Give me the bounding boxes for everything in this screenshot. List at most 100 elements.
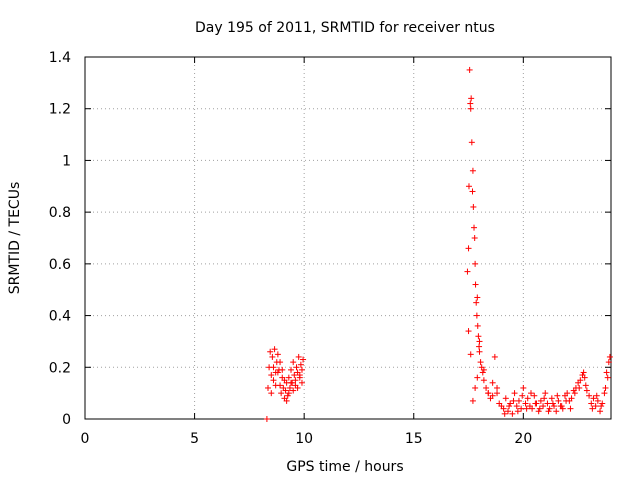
data-point xyxy=(528,390,535,397)
data-point xyxy=(603,369,610,376)
data-point xyxy=(589,405,596,412)
data-point xyxy=(502,395,509,402)
data-point xyxy=(300,356,307,363)
data-point xyxy=(476,343,483,350)
data-point xyxy=(594,397,601,404)
x-tick-label: 5 xyxy=(190,431,199,447)
data-point xyxy=(491,353,498,360)
data-point xyxy=(535,408,542,415)
data-point xyxy=(471,224,478,231)
data-point xyxy=(511,390,518,397)
data-point xyxy=(281,377,288,384)
data-point xyxy=(513,403,520,410)
data-point xyxy=(298,379,305,386)
data-point xyxy=(293,364,300,371)
data-point xyxy=(472,260,479,267)
data-point xyxy=(284,392,291,399)
data-point xyxy=(531,392,538,399)
data-point xyxy=(522,400,529,407)
data-point xyxy=(286,384,293,391)
data-point xyxy=(268,372,275,379)
y-axis: 0 0.2 0.4 0.6 0.8 1 1.2 1.4 xyxy=(49,50,611,428)
data-point xyxy=(473,312,480,319)
data-point xyxy=(473,299,480,306)
x-tick-label: 20 xyxy=(514,431,532,447)
data-point xyxy=(507,400,514,407)
data-point xyxy=(476,338,483,345)
plot-frame xyxy=(84,56,612,420)
data-point xyxy=(480,377,487,384)
x-axis: 0 5 10 15 20 xyxy=(81,57,532,447)
data-point xyxy=(291,372,298,379)
data-point xyxy=(485,390,492,397)
data-point xyxy=(580,369,587,376)
x-axis-label: GPS time / hours xyxy=(286,459,403,475)
data-point xyxy=(548,395,555,402)
data-point xyxy=(501,410,508,417)
data-point xyxy=(592,403,599,410)
data-point xyxy=(545,408,552,415)
data-point xyxy=(285,374,292,381)
y-axis-label: SRMTID / TECUs xyxy=(7,182,23,295)
data-point xyxy=(480,366,487,373)
data-point xyxy=(598,403,605,410)
data-point xyxy=(471,235,478,241)
data-point xyxy=(558,403,565,410)
data-point xyxy=(474,374,481,381)
data-point xyxy=(544,400,551,407)
data-point xyxy=(520,384,527,391)
y-tick-label: 1.4 xyxy=(49,50,71,66)
x-tick-label: 0 xyxy=(81,431,90,447)
data-point xyxy=(270,377,277,384)
data-point xyxy=(474,294,481,301)
data-point xyxy=(515,397,522,404)
data-point xyxy=(271,346,278,353)
data-point xyxy=(599,400,606,407)
grid-lines xyxy=(85,57,611,419)
data-point xyxy=(472,281,479,288)
data-point xyxy=(296,372,303,379)
data-point xyxy=(267,348,274,355)
data-point xyxy=(468,95,475,102)
data-point xyxy=(494,390,501,397)
data-point xyxy=(529,405,536,412)
data-point xyxy=(537,397,544,404)
data-point xyxy=(568,395,575,402)
data-point xyxy=(467,351,474,358)
data-point xyxy=(297,361,304,368)
data-point xyxy=(519,392,526,399)
data-point xyxy=(500,405,507,412)
data-point xyxy=(465,245,472,252)
data-point xyxy=(514,408,521,415)
data-point xyxy=(605,359,612,366)
data-point xyxy=(553,408,560,415)
y-tick-label: 0.8 xyxy=(49,205,71,221)
data-points xyxy=(263,66,613,422)
data-point xyxy=(551,403,558,410)
data-point xyxy=(563,397,570,404)
data-point xyxy=(518,405,525,412)
data-point xyxy=(577,377,584,384)
data-point xyxy=(588,400,595,407)
data-point xyxy=(265,384,272,391)
data-point xyxy=(274,351,281,358)
data-point xyxy=(509,410,516,417)
data-point xyxy=(586,392,593,399)
data-point xyxy=(298,366,305,373)
data-point xyxy=(295,353,302,360)
data-point xyxy=(593,392,600,399)
y-tick-label: 0.2 xyxy=(49,360,71,376)
data-point xyxy=(602,384,609,391)
data-point xyxy=(536,405,543,412)
data-point xyxy=(469,167,476,174)
chart-title: Day 195 of 2011, SRMTID for receiver ntu… xyxy=(195,20,495,36)
data-point xyxy=(288,379,295,386)
y-tick-label: 0.6 xyxy=(49,257,71,273)
data-point xyxy=(465,328,472,335)
data-point xyxy=(272,382,279,389)
data-point xyxy=(465,183,472,190)
data-point xyxy=(583,387,590,394)
data-point xyxy=(477,359,484,366)
data-point xyxy=(466,66,473,73)
